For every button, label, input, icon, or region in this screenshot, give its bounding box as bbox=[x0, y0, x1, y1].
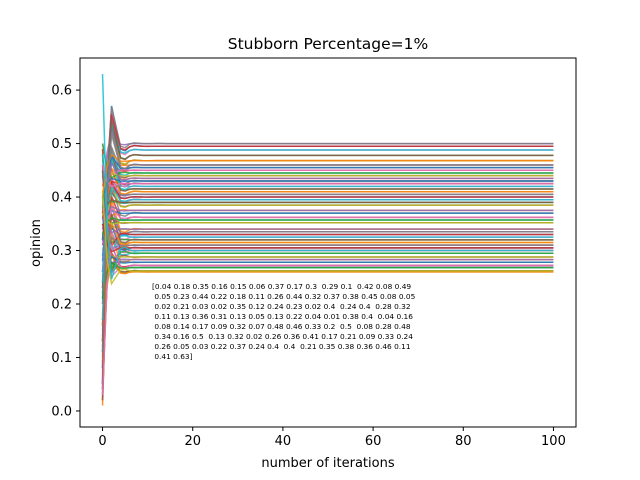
opinion-series-line bbox=[101, 223, 554, 253]
opinion-series-line bbox=[101, 143, 554, 179]
opinion-series-line bbox=[101, 244, 554, 395]
opinion-series-line bbox=[101, 181, 554, 283]
opinion-series-line bbox=[101, 191, 554, 286]
opinion-series-line bbox=[101, 114, 554, 342]
opinion-series-line bbox=[101, 157, 554, 363]
annotation-line: 0.41 0.63] bbox=[152, 352, 193, 361]
opinion-series-line bbox=[101, 220, 554, 363]
opinion-series-line bbox=[101, 169, 554, 326]
opinion-series-line bbox=[101, 205, 554, 235]
opinion-series-line bbox=[101, 216, 554, 235]
opinion-series-line bbox=[101, 207, 554, 272]
opinion-series-line bbox=[101, 154, 554, 272]
opinion-series-line bbox=[101, 74, 554, 280]
opinion-series-line bbox=[101, 122, 554, 321]
opinion-series-line bbox=[101, 167, 554, 305]
x-tick-label: 100 bbox=[541, 434, 566, 449]
y-axis-ticks: 0.0 0.1 0.2 0.3 0.4 0.5 0.6 bbox=[51, 84, 80, 419]
annotation-line: 0.34 0.16 0.5 0.13 0.32 0.02 0.26 0.36 0… bbox=[152, 332, 413, 341]
opinion-series-line bbox=[101, 106, 554, 369]
plot-frame bbox=[79, 57, 577, 428]
opinion-series-line bbox=[101, 207, 554, 234]
opinion-series-line bbox=[101, 255, 554, 299]
opinion-series-line bbox=[101, 172, 554, 192]
opinion-series-line bbox=[101, 153, 554, 198]
opinion-series-line bbox=[101, 164, 554, 188]
opinion-series-line bbox=[101, 134, 554, 353]
opinion-series-line bbox=[101, 164, 554, 248]
opinion-series-line bbox=[101, 239, 554, 264]
x-axis-ticks: 0 20 40 60 80 100 bbox=[98, 427, 566, 449]
opinion-series-line bbox=[101, 198, 554, 219]
opinion-series-line bbox=[101, 118, 554, 385]
x-tick-label: 0 bbox=[98, 434, 106, 449]
annotation-line: 0.02 0.21 0.03 0.02 0.35 0.12 0.24 0.23 … bbox=[152, 302, 411, 311]
x-tick-label: 80 bbox=[455, 434, 472, 449]
opinion-series-line bbox=[101, 177, 554, 198]
opinion-series-line bbox=[101, 183, 554, 321]
series-layer bbox=[101, 74, 554, 406]
opinion-series-line bbox=[101, 189, 554, 219]
opinion-series-line bbox=[102, 255, 554, 262]
opinion-series-line bbox=[101, 261, 554, 299]
opinion-series-line bbox=[101, 160, 554, 272]
y-tick-label: 0.5 bbox=[51, 137, 72, 152]
opinion-series-line bbox=[101, 209, 554, 230]
annotation-line: 0.08 0.14 0.17 0.09 0.32 0.07 0.48 0.46 … bbox=[152, 322, 411, 331]
opinion-series-line bbox=[101, 184, 554, 283]
y-tick-label: 0.3 bbox=[51, 244, 72, 259]
opinion-series-line bbox=[101, 154, 554, 240]
opinion-series-line bbox=[101, 143, 554, 176]
initial-opinions-annotation: [0.04 0.18 0.35 0.16 0.15 0.06 0.37 0.17… bbox=[152, 282, 416, 361]
opinion-series-line bbox=[101, 212, 554, 337]
x-tick-label: 60 bbox=[365, 434, 382, 449]
opinion-series-line bbox=[101, 252, 554, 374]
opinion-series-line bbox=[101, 154, 554, 253]
opinion-series-line bbox=[101, 236, 554, 294]
opinion-series-line bbox=[101, 213, 554, 401]
y-axis-label: opinion bbox=[29, 219, 44, 267]
y-tick-label: 0.1 bbox=[51, 351, 72, 366]
annotation-line: 0.05 0.23 0.44 0.22 0.18 0.11 0.26 0.44 … bbox=[152, 292, 416, 301]
annotation-line: 0.26 0.05 0.03 0.22 0.37 0.24 0.4 0.4 0.… bbox=[152, 342, 411, 351]
x-tick-label: 20 bbox=[184, 434, 201, 449]
y-tick-label: 0.4 bbox=[51, 191, 72, 206]
annotation-line: [0.04 0.18 0.35 0.16 0.15 0.06 0.37 0.17… bbox=[152, 282, 411, 291]
y-tick-label: 0.2 bbox=[51, 298, 72, 313]
chart-title: Stubborn Percentage=1% bbox=[228, 35, 429, 53]
x-axis-label: number of iterations bbox=[261, 456, 394, 471]
opinion-series-line bbox=[101, 212, 554, 226]
y-tick-label: 0.6 bbox=[51, 84, 72, 99]
x-tick-label: 40 bbox=[275, 434, 292, 449]
annotation-line: 0.11 0.13 0.36 0.31 0.13 0.05 0.13 0.22 … bbox=[152, 312, 413, 321]
y-tick-label: 0.0 bbox=[51, 404, 72, 419]
